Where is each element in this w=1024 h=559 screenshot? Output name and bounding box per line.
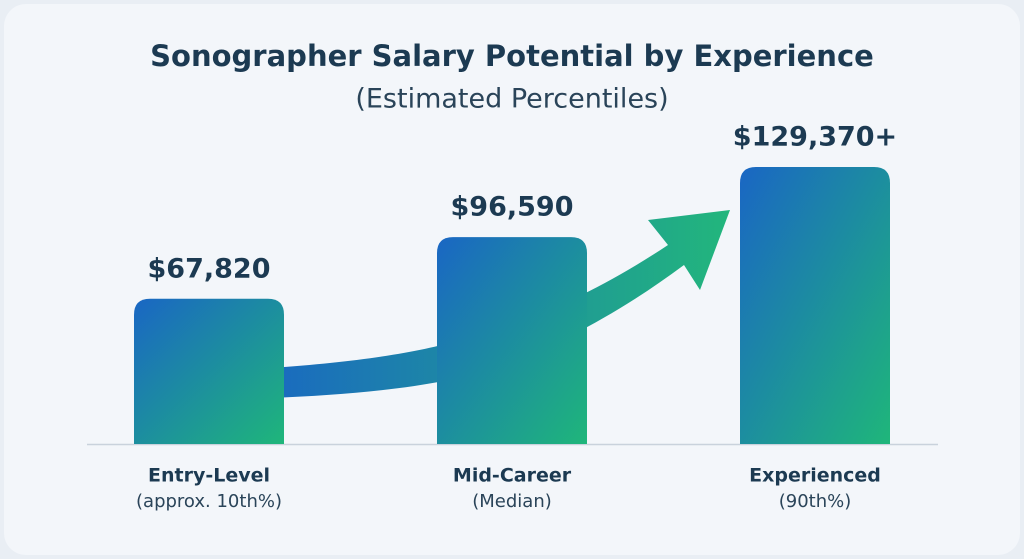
value-label: $67,820 [148,253,271,284]
x-tick-note: (90th%) [779,491,852,512]
value-label: $129,370+ [733,122,897,153]
marks: $67,820 Entry-Level (approx. 10th%) $96,590… [134,122,897,512]
x-tick-label: Experienced [749,465,881,487]
value-label: $96,590 [451,192,574,223]
x-tick-label: Mid-Career [453,465,572,487]
x-tick-note: (Median) [472,491,552,512]
chart-title: Sonographer Salary Potential by Experien… [150,39,874,73]
bar [437,237,587,444]
bar [134,298,284,444]
chart-subtitle: (Estimated Percentiles) [355,84,668,115]
x-tick-label: Entry-Level [148,465,270,487]
x-tick-note: (approx. 10th%) [136,491,282,512]
bar [740,167,890,444]
